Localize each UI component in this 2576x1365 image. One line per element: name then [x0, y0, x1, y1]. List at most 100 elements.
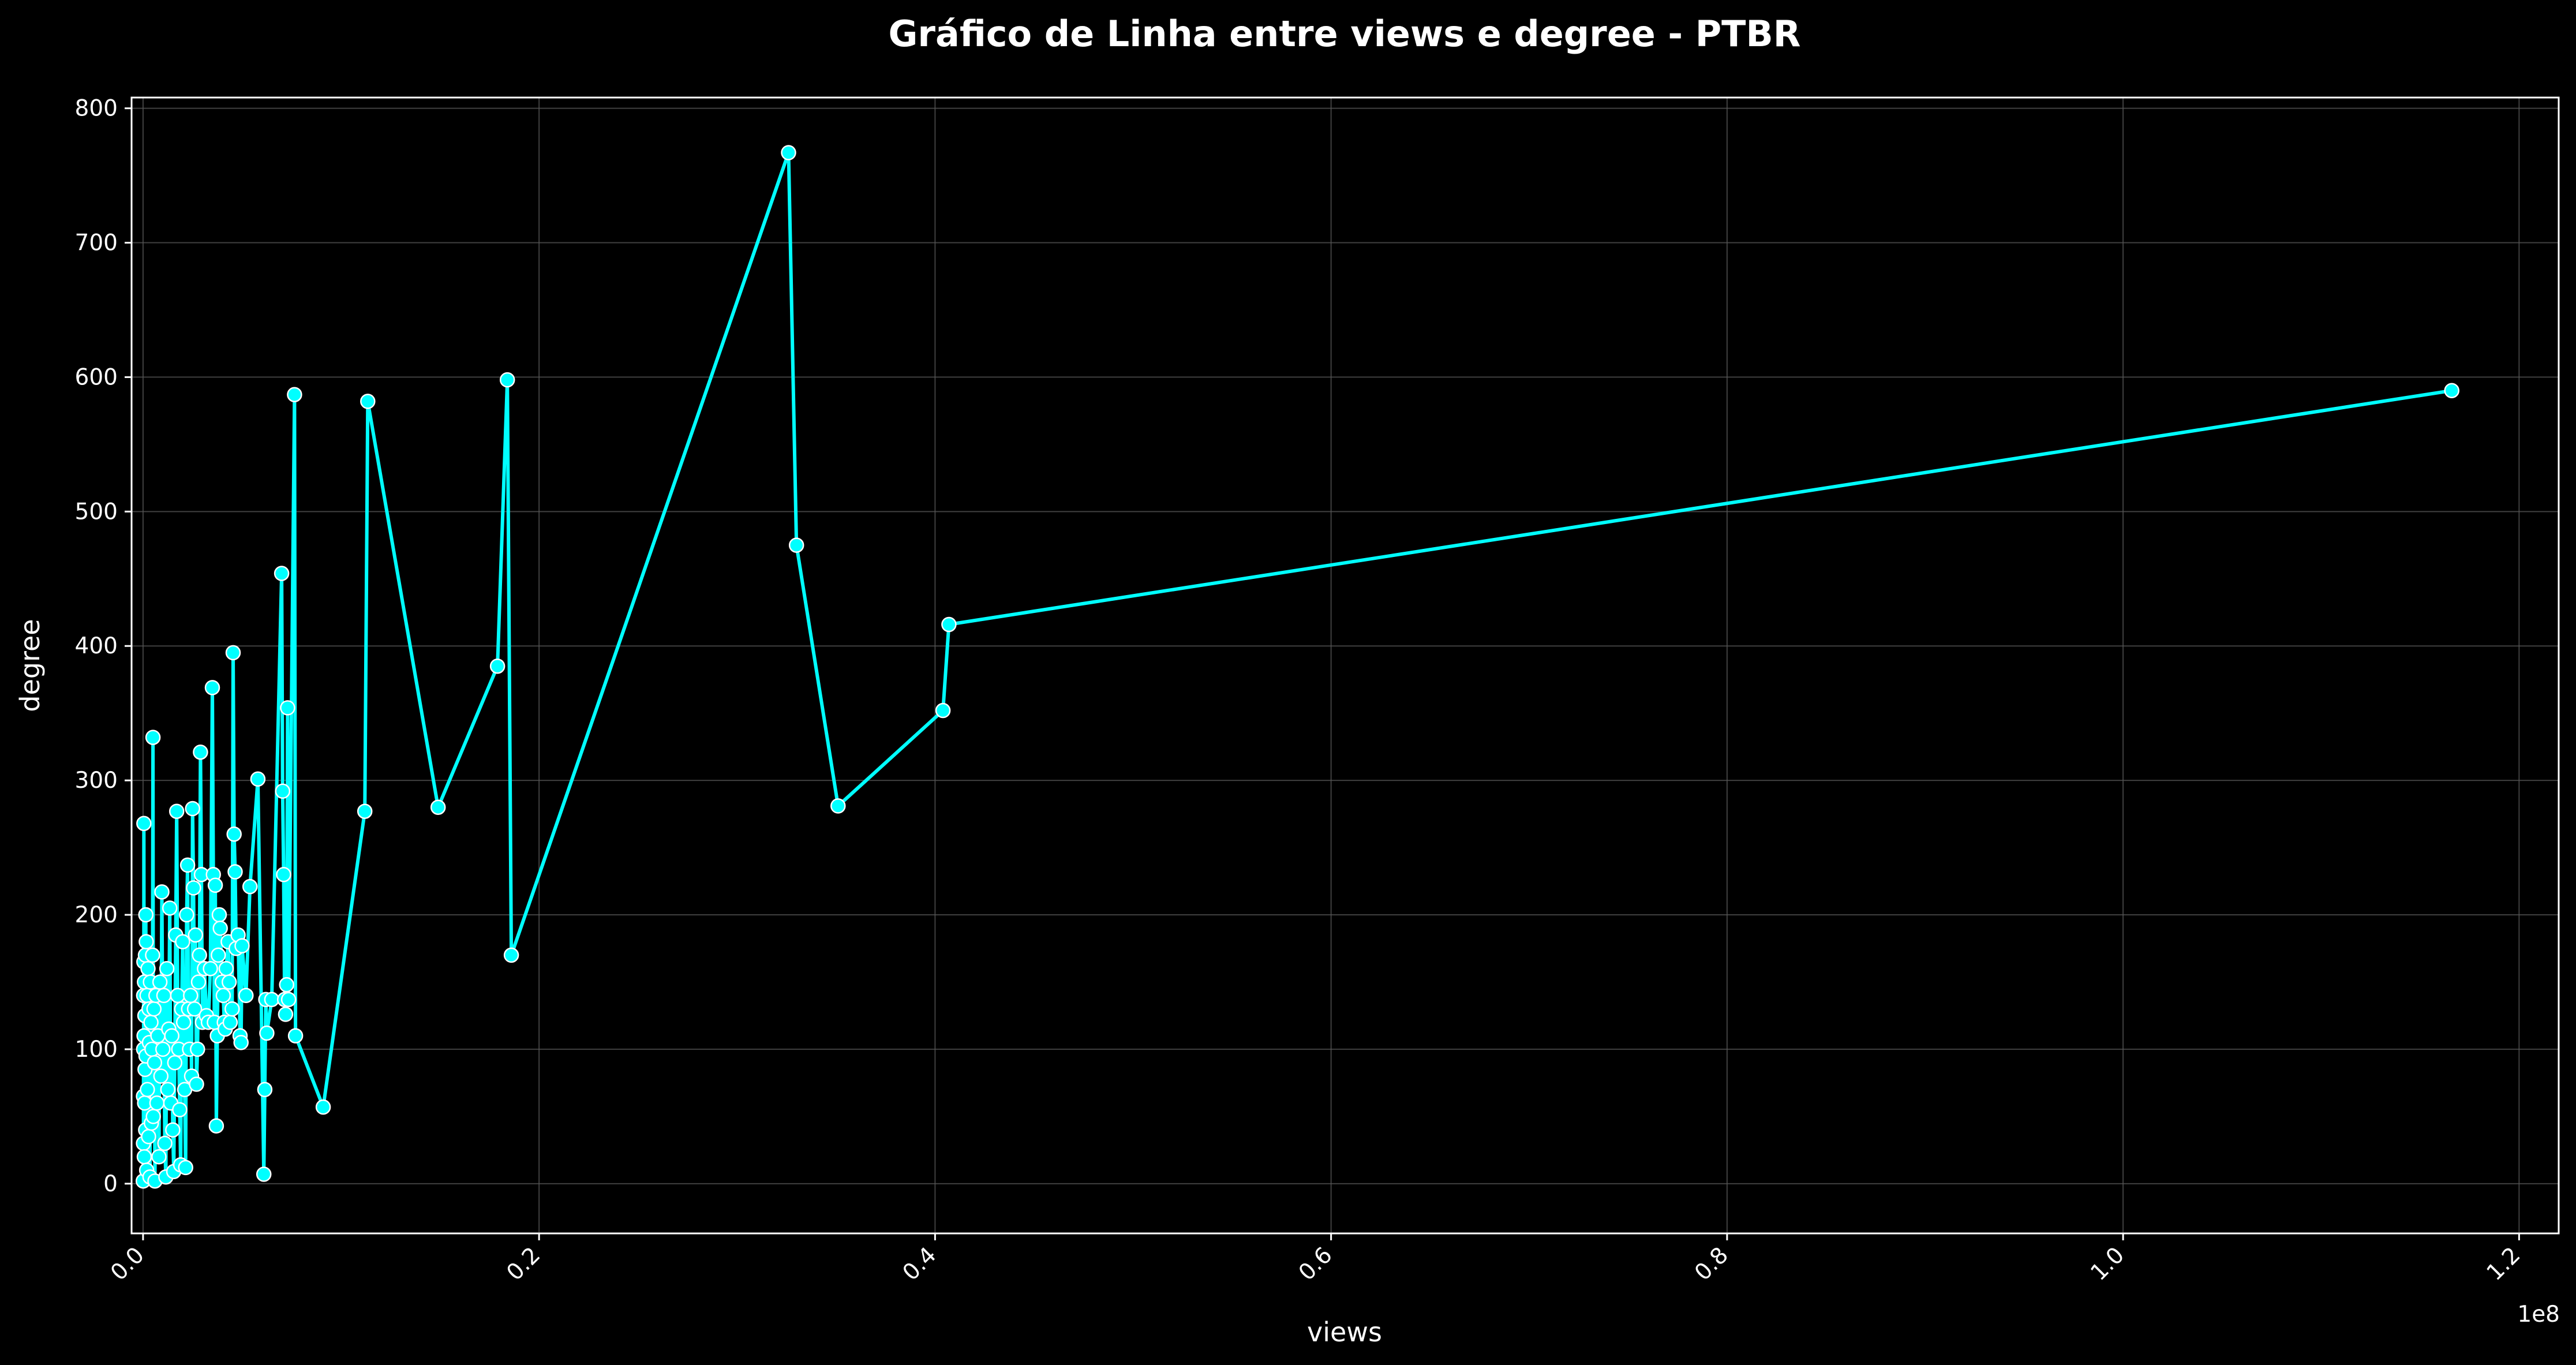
- data-point: [238, 988, 254, 1004]
- data-point: [233, 1035, 249, 1050]
- data-point: [164, 1028, 179, 1044]
- data-point: [274, 566, 290, 581]
- data-point: [287, 1028, 304, 1044]
- data-point: [315, 1099, 331, 1115]
- data-point: [141, 1129, 156, 1145]
- data-point: [183, 988, 199, 1004]
- y-tick-label: 800: [75, 96, 118, 122]
- data-point: [167, 1054, 183, 1071]
- data-point: [226, 827, 242, 842]
- grid-lines: [132, 98, 2559, 1233]
- data-point: [203, 960, 218, 977]
- data-point: [227, 864, 243, 880]
- y-tick-label: 100: [75, 1037, 118, 1063]
- data-point: [170, 988, 186, 1004]
- data-point: [788, 537, 804, 553]
- y-tick-label: 0: [103, 1171, 118, 1197]
- data-point: [178, 1160, 193, 1176]
- y-tick-label: 500: [75, 499, 118, 525]
- data-point: [221, 974, 237, 990]
- data-point: [224, 1001, 240, 1017]
- data-point: [186, 1001, 203, 1017]
- data-point: [154, 884, 170, 900]
- data-point: [222, 1015, 238, 1030]
- data-point: [215, 988, 231, 1004]
- data-point: [155, 1041, 171, 1057]
- data-point: [357, 803, 373, 819]
- data-point: [935, 702, 951, 719]
- data-point: [234, 938, 250, 953]
- data-point: [280, 700, 295, 716]
- data-point: [152, 974, 168, 990]
- data-point: [175, 934, 190, 949]
- data-point: [279, 977, 294, 993]
- data-point: [145, 1109, 161, 1124]
- y-axis-label: degree: [14, 619, 46, 712]
- x-axis-offset-label: 1e8: [2517, 1302, 2560, 1327]
- data-point: [136, 1149, 152, 1165]
- plot-frame: [130, 96, 2560, 1235]
- data-point: [165, 1122, 181, 1138]
- data-point: [276, 866, 291, 882]
- data-point: [204, 680, 220, 695]
- data-point: [360, 394, 376, 409]
- data-point: [138, 934, 154, 949]
- y-tick-label: 700: [75, 230, 118, 256]
- data-point: [149, 1095, 165, 1111]
- data-point: [430, 799, 446, 815]
- data-point: [503, 947, 519, 963]
- chart-title: Gráfico de Linha entre views e degree - …: [889, 13, 1801, 55]
- y-tick-label: 600: [75, 364, 118, 390]
- data-point: [140, 1082, 155, 1098]
- data-point: [162, 900, 178, 916]
- data-point: [218, 960, 234, 977]
- data-point: [207, 877, 223, 893]
- y-tick-label: 200: [75, 902, 118, 928]
- data-point: [264, 992, 280, 1008]
- data-point: [259, 1025, 275, 1041]
- data-point: [169, 803, 185, 819]
- data-point: [136, 816, 152, 831]
- y-axis-ticks: 0 100 200 300 400 500 600 700 800: [75, 96, 132, 1197]
- data-point: [830, 798, 846, 814]
- data-point: [250, 771, 266, 787]
- data-point: [225, 645, 241, 661]
- data-point: [781, 145, 796, 160]
- data-point: [185, 801, 200, 817]
- data-point: [159, 960, 175, 977]
- data-point: [190, 1041, 205, 1057]
- data-point: [160, 1082, 176, 1098]
- data-point: [499, 372, 515, 388]
- data-point: [211, 907, 227, 923]
- data-point: [186, 880, 201, 896]
- data-point: [242, 878, 258, 895]
- data-point: [179, 907, 194, 923]
- data-point: [193, 744, 208, 760]
- data-point: [151, 1149, 167, 1165]
- data-point: [138, 907, 153, 923]
- data-point: [146, 1001, 162, 1017]
- data-point: [192, 947, 207, 963]
- data-point: [157, 1135, 173, 1151]
- y-tick-label: 300: [75, 768, 118, 794]
- data-point: [275, 783, 291, 799]
- data-point: [153, 1068, 169, 1084]
- data-point: [212, 921, 228, 936]
- data-point: [145, 947, 160, 963]
- data-point: [280, 992, 297, 1008]
- data-point: [941, 616, 957, 633]
- data-point: [257, 1082, 273, 1098]
- data-point: [287, 387, 302, 402]
- data-point: [208, 1118, 224, 1134]
- data-point: [189, 1076, 204, 1092]
- data-point: [172, 1102, 188, 1117]
- x-axis-label: views: [1307, 1317, 1382, 1348]
- data-point: [143, 1015, 159, 1030]
- data-point: [188, 927, 204, 943]
- series-layer: [135, 145, 2459, 1189]
- data-point: [179, 857, 196, 873]
- data-point: [175, 1015, 192, 1030]
- y-tick-label: 400: [75, 633, 118, 659]
